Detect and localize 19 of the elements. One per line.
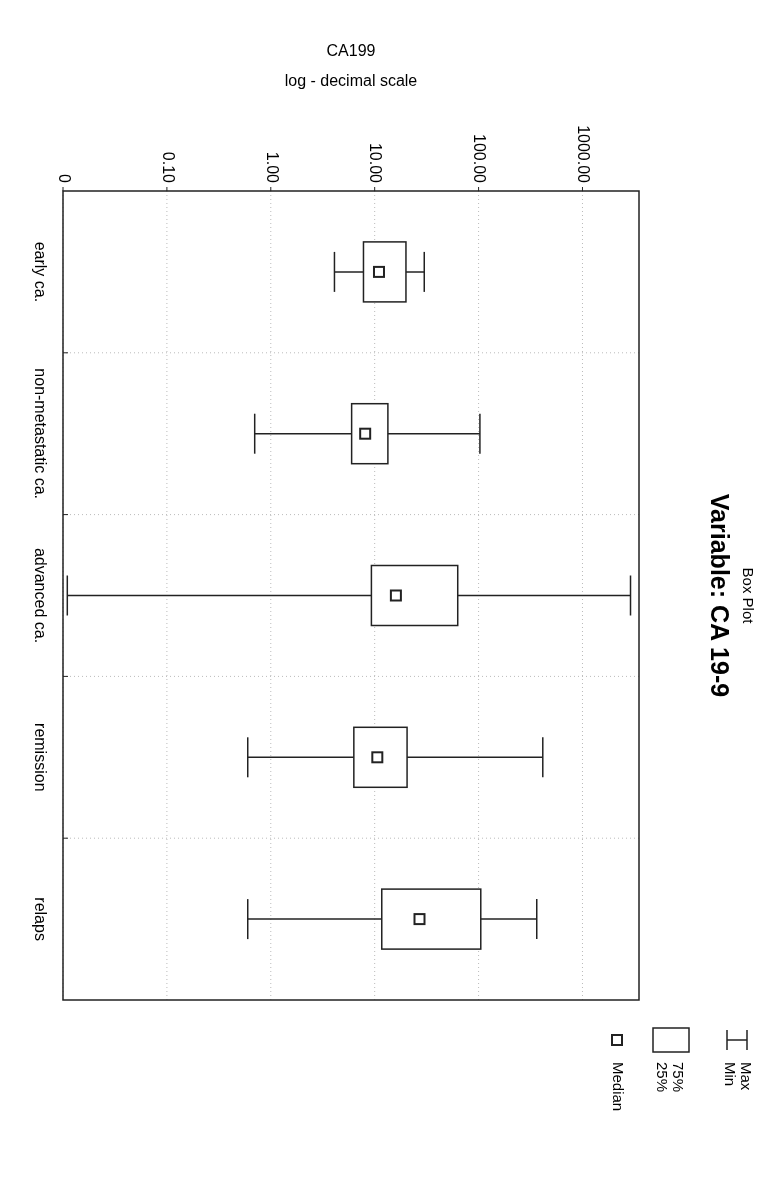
x-tick-label: 100.00 xyxy=(471,134,489,184)
text: Max xyxy=(738,1062,756,1091)
y-tick-label: non-metastatic ca. xyxy=(32,368,49,500)
x-tick-label: 0 xyxy=(55,174,73,184)
x-tick-label: 1.00 xyxy=(263,151,281,184)
text: Variable: CA 19-9 xyxy=(706,493,734,698)
y-tick-label: remission xyxy=(32,723,49,792)
y-tick-label: advanced ca. xyxy=(32,547,49,644)
text: Box Plot xyxy=(740,567,757,625)
x-tick-label: 0.10 xyxy=(159,151,177,184)
text: 25% xyxy=(654,1062,672,1093)
x-tick-label: 1000.00 xyxy=(575,125,593,184)
x-tick-label: 10.00 xyxy=(367,142,385,184)
text: Median xyxy=(610,1062,628,1112)
x-axis-title: CA199 log - decimal scale xyxy=(284,42,418,90)
y-tick-label: relaps xyxy=(32,897,49,941)
y-tick-label: early ca. xyxy=(32,241,49,303)
text: 75% xyxy=(670,1062,688,1093)
text: Min xyxy=(722,1062,740,1087)
